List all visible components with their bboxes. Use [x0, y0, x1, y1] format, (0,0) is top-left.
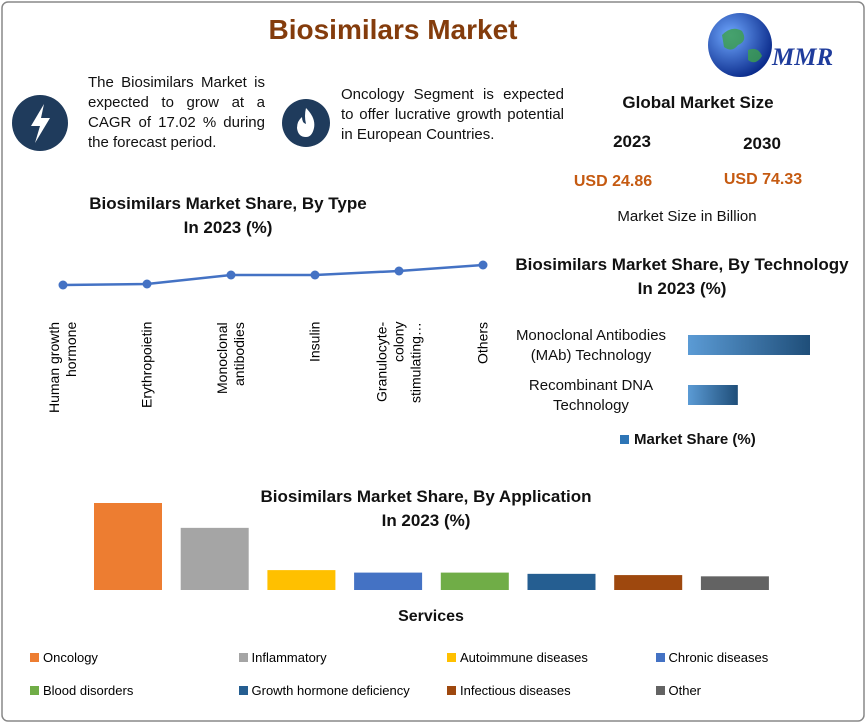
legend-label: Inflammatory	[251, 650, 327, 665]
point	[58, 280, 68, 290]
icon-flame	[297, 108, 315, 137]
x-tick-label: Insulin	[306, 322, 323, 363]
highlight: The Biosimilars Market is expected to gr…	[88, 74, 265, 151]
chart-subtitle: In 2023 (%)	[637, 279, 727, 298]
bar	[688, 385, 738, 405]
legend-swatch	[238, 686, 248, 695]
bar	[700, 576, 769, 590]
legend-label: Oncology	[43, 650, 98, 665]
legend-label: Blood disorders	[43, 683, 134, 698]
market-value: USD 24.86	[573, 173, 653, 190]
legend-swatch	[655, 653, 665, 662]
bar	[614, 575, 683, 590]
logo-globe	[708, 13, 772, 77]
legend-item: Oncology	[30, 650, 98, 665]
point	[226, 270, 236, 280]
highlight: Oncology Segment is expected to offer lu…	[341, 86, 564, 143]
point	[310, 270, 320, 280]
legend-item: Autoimmune diseases	[447, 650, 588, 665]
legend-item: Growth hormone deficiency	[238, 683, 410, 698]
bar	[267, 570, 336, 590]
legend-label: Chronic diseases	[668, 650, 769, 665]
legend-swatch	[447, 686, 456, 695]
y-tick-label: Monoclonal Antibodies (MAb) Technology	[515, 327, 667, 364]
bar	[440, 572, 509, 590]
icon-bolt	[31, 104, 50, 143]
x-tick-label: Monoclonal antibodies	[214, 322, 247, 394]
y-tick-label: Recombinant DNA Technology	[528, 377, 654, 414]
market-year: 2030	[743, 134, 781, 153]
chart-subtitle: In 2023 (%)	[381, 511, 471, 530]
legend-swatch	[30, 686, 39, 695]
market-value: USD 74.33	[723, 171, 803, 188]
bar	[354, 572, 423, 590]
legend-item: Chronic diseases	[655, 650, 769, 665]
legend-swatch	[447, 653, 456, 662]
market-size-title: Global Market Size	[622, 93, 774, 112]
x-tick-label: Human growth hormone	[46, 322, 79, 414]
point	[394, 266, 404, 276]
x-axis-label: Services	[398, 608, 464, 625]
page-title: Biosimilars Market	[268, 14, 518, 45]
legend-swatch	[655, 686, 665, 695]
chart-title: Biosimilars Market Share, By Application	[260, 487, 592, 506]
chart-title: Biosimilars Market Share, By Type	[89, 194, 367, 213]
line	[62, 263, 484, 287]
logo-land	[722, 28, 762, 63]
logo-text: MMR	[772, 44, 834, 71]
bar	[180, 527, 249, 590]
legend-label: Growth hormone deficiency	[251, 683, 410, 698]
legend-label: Market Share (%)	[634, 431, 756, 448]
bar	[94, 503, 162, 590]
legend-item: Infectious diseases	[447, 683, 571, 698]
legend-swatch	[30, 653, 39, 662]
market-year: 2023	[613, 132, 651, 151]
chart-title: Biosimilars Market Share, By Technology	[515, 255, 849, 274]
legend-label: Autoimmune diseases	[460, 650, 588, 665]
legend-label: Other	[668, 683, 702, 698]
market-note: Market Size in Billion	[617, 208, 757, 225]
legend-item: Other	[655, 683, 702, 698]
legend-swatch	[620, 435, 629, 444]
bar	[527, 573, 596, 590]
point	[142, 279, 152, 289]
x-tick-label: Others	[474, 322, 491, 365]
legend-item: Inflammatory	[238, 650, 327, 665]
bar	[688, 335, 810, 355]
legend-item: Blood disorders	[30, 683, 133, 698]
legend-label: Infectious diseases	[460, 683, 571, 698]
legend-swatch	[238, 653, 248, 662]
point	[478, 260, 488, 270]
x-tick-label: Granulocyte-colony stimulating…	[373, 322, 424, 403]
x-tick-label: Erythropoietin	[138, 322, 155, 409]
chart-subtitle: In 2023 (%)	[183, 218, 273, 237]
